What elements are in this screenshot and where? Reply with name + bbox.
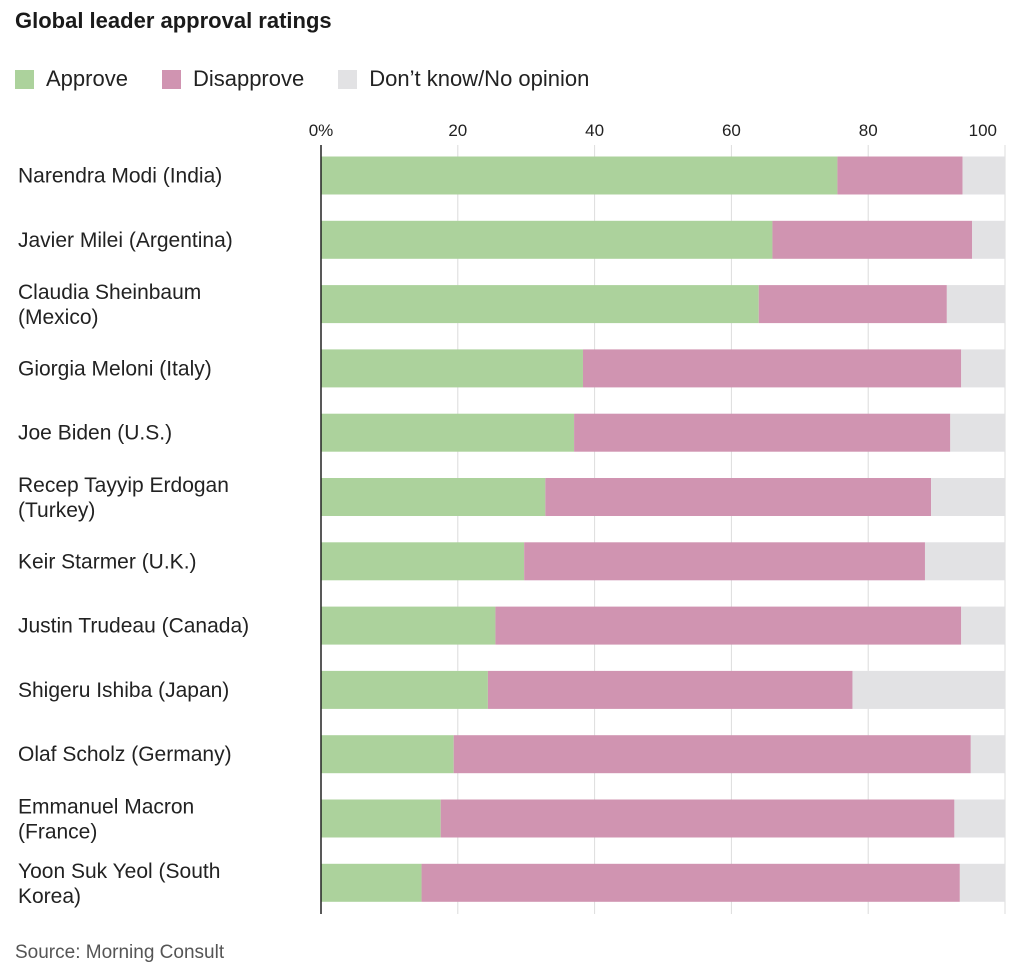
category-label-line: Olaf Scholz (Germany): [18, 743, 232, 766]
bar-disapprove: [758, 285, 947, 324]
x-tick-label: 20: [448, 121, 467, 140]
chart-title: Global leader approval ratings: [15, 8, 332, 33]
bar-approve: [321, 478, 546, 516]
legend-label-approve: Approve: [46, 66, 128, 91]
bar-disapprove: [453, 735, 971, 774]
category-label-line: Javier Milei (Argentina): [18, 229, 233, 252]
bar-no-opinion: [970, 735, 1005, 774]
bar-no-opinion: [959, 863, 1005, 902]
bar-disapprove: [574, 413, 951, 452]
bar-no-opinion: [954, 799, 1005, 838]
legend: Approve Disapprove Don’t know/No opinion: [15, 64, 623, 94]
category-label-line: Emmanuel Macron: [18, 796, 194, 819]
category-label-line: Giorgia Meloni (Italy): [18, 357, 212, 380]
category-label-line: Keir Starmer (U.K.): [18, 550, 197, 573]
category-label-line: Yoon Suk Yeol (South: [18, 860, 220, 883]
category-label-line: (France): [18, 821, 97, 844]
bar-disapprove: [495, 606, 962, 645]
category-label: Emmanuel Macron (France): [18, 796, 194, 844]
x-tick-label: 80: [859, 121, 878, 140]
bar-no-opinion: [931, 478, 1005, 516]
category-label: Yoon Suk Yeol (South Korea): [18, 860, 220, 908]
category-label-line: Recep Tayyip Erdogan: [18, 474, 229, 497]
bar-no-opinion: [962, 156, 1005, 195]
bar-approve: [321, 542, 525, 581]
category-label-line: Claudia Sheinbaum: [18, 281, 201, 304]
legend-label-no-opinion: Don’t know/No opinion: [369, 66, 590, 91]
bar-approve: [321, 285, 759, 324]
bar-approve: [321, 156, 838, 195]
category-label-line: (Mexico): [18, 306, 99, 329]
category-label-line: Joe Biden (U.S.): [18, 422, 172, 445]
bar-approve: [321, 863, 422, 902]
category-label: Shigeru Ishiba (Japan): [18, 679, 229, 702]
category-label: Keir Starmer (U.K.): [18, 550, 197, 573]
category-label: Claudia Sheinbaum (Mexico): [18, 281, 201, 329]
x-tick-label: 0%: [309, 121, 334, 140]
category-label: Olaf Scholz (Germany): [18, 743, 232, 766]
category-label: Giorgia Meloni (Italy): [18, 357, 212, 380]
category-label: Javier Milei (Argentina): [18, 229, 233, 252]
bar-no-opinion: [961, 606, 1005, 645]
legend-swatch-approve: [15, 69, 34, 89]
category-label-line: (Turkey): [18, 499, 95, 522]
category-label: Justin Trudeau (Canada): [18, 615, 249, 638]
legend-item-no-opinion: Don’t know/No opinion: [338, 66, 589, 92]
bar-no-opinion: [924, 542, 1005, 581]
x-tick-label: 100: [969, 121, 997, 140]
legend-item-disapprove: Disapprove: [161, 66, 305, 92]
bar-approve: [321, 220, 773, 259]
bar-disapprove: [440, 799, 955, 838]
bar-no-opinion: [961, 349, 1005, 388]
bar-disapprove: [545, 478, 932, 516]
bar-approve: [321, 799, 441, 838]
category-label-line: Narendra Modi (India): [18, 165, 222, 188]
legend-item-approve: Approve: [15, 66, 128, 92]
bar-no-opinion: [852, 670, 1005, 709]
source-note: Source: Morning Consult: [15, 942, 225, 963]
bar-disapprove: [772, 220, 973, 259]
category-label-line: Justin Trudeau (Canada): [18, 615, 249, 638]
bar-disapprove: [421, 863, 960, 902]
bar-approve: [321, 670, 488, 709]
bar-disapprove: [837, 156, 963, 195]
bar-approve: [321, 349, 583, 388]
bar-no-opinion: [946, 285, 1005, 324]
x-tick-label: 60: [722, 121, 741, 140]
category-label-line: Korea): [18, 885, 81, 908]
bar-disapprove: [582, 349, 962, 388]
bar-no-opinion: [972, 220, 1005, 259]
bar-disapprove: [487, 670, 853, 709]
bar-disapprove: [524, 542, 925, 581]
category-label-line: Shigeru Ishiba (Japan): [18, 679, 229, 702]
legend-swatch-no-opinion: [338, 69, 358, 89]
bar-approve: [321, 413, 575, 452]
legend-swatch-disapprove: [161, 69, 181, 89]
x-tick-label: 40: [585, 121, 604, 140]
category-label: Recep Tayyip Erdogan (Turkey): [18, 474, 229, 522]
bar-approve: [321, 606, 496, 645]
bar-approve: [321, 735, 454, 774]
legend-label-disapprove: Disapprove: [192, 66, 305, 91]
bar-no-opinion: [950, 413, 1005, 452]
category-label: Narendra Modi (India): [18, 165, 222, 188]
category-label: Joe Biden (U.S.): [18, 422, 172, 445]
